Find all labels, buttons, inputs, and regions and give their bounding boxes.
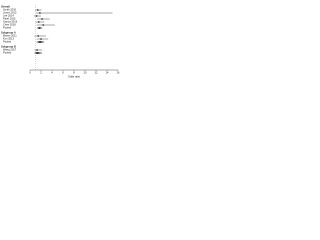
- row-label: Pooled: [3, 26, 12, 30]
- row-label: Brown 2011: [3, 34, 17, 38]
- point-estimate: [36, 49, 38, 51]
- point-estimate: [38, 21, 40, 23]
- pooled-diamond: [37, 27, 43, 29]
- point-estimate: [39, 12, 41, 14]
- row-label: Jones 2012: [3, 11, 17, 15]
- row-label: Wang 2017: [3, 48, 17, 52]
- x-tick-label: 0: [29, 70, 31, 74]
- row-label: Pooled: [3, 40, 12, 44]
- group-label: Subgroup A: [1, 31, 16, 35]
- x-tick-label: 6: [62, 70, 64, 74]
- row-label: Smith 2010: [3, 8, 17, 12]
- x-tick-label: 10: [84, 70, 87, 74]
- row-label: Pooled: [3, 51, 12, 55]
- point-estimate: [41, 18, 43, 20]
- x-tick-label: 12: [95, 70, 98, 74]
- pooled-diamond: [34, 52, 43, 54]
- row-label: Kim 2013: [3, 37, 15, 41]
- x-tick-label: 4: [51, 70, 53, 74]
- row-label: Patel 2015: [3, 17, 16, 21]
- x-tick-label: 16: [117, 70, 120, 74]
- x-tick-label: 2: [40, 70, 42, 74]
- x-tick-label: 8: [73, 70, 75, 74]
- row-label: Chen 2018: [3, 23, 16, 27]
- row-label: Lee 2014: [3, 14, 14, 18]
- x-tick-label: 14: [106, 70, 109, 74]
- x-axis-label: Odds ratio: [68, 75, 81, 79]
- point-estimate: [40, 38, 42, 40]
- group-label: Overall: [1, 5, 10, 9]
- point-estimate: [37, 9, 39, 11]
- group-label: Subgroup B: [1, 45, 16, 49]
- point-estimate: [37, 35, 39, 37]
- point-estimate: [35, 15, 38, 17]
- point-estimate: [42, 24, 44, 26]
- pooled-diamond: [36, 41, 45, 43]
- row-label: Garcia 2016: [3, 20, 18, 24]
